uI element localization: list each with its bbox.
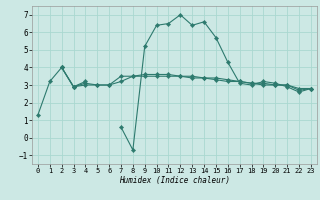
X-axis label: Humidex (Indice chaleur): Humidex (Indice chaleur) bbox=[119, 176, 230, 185]
